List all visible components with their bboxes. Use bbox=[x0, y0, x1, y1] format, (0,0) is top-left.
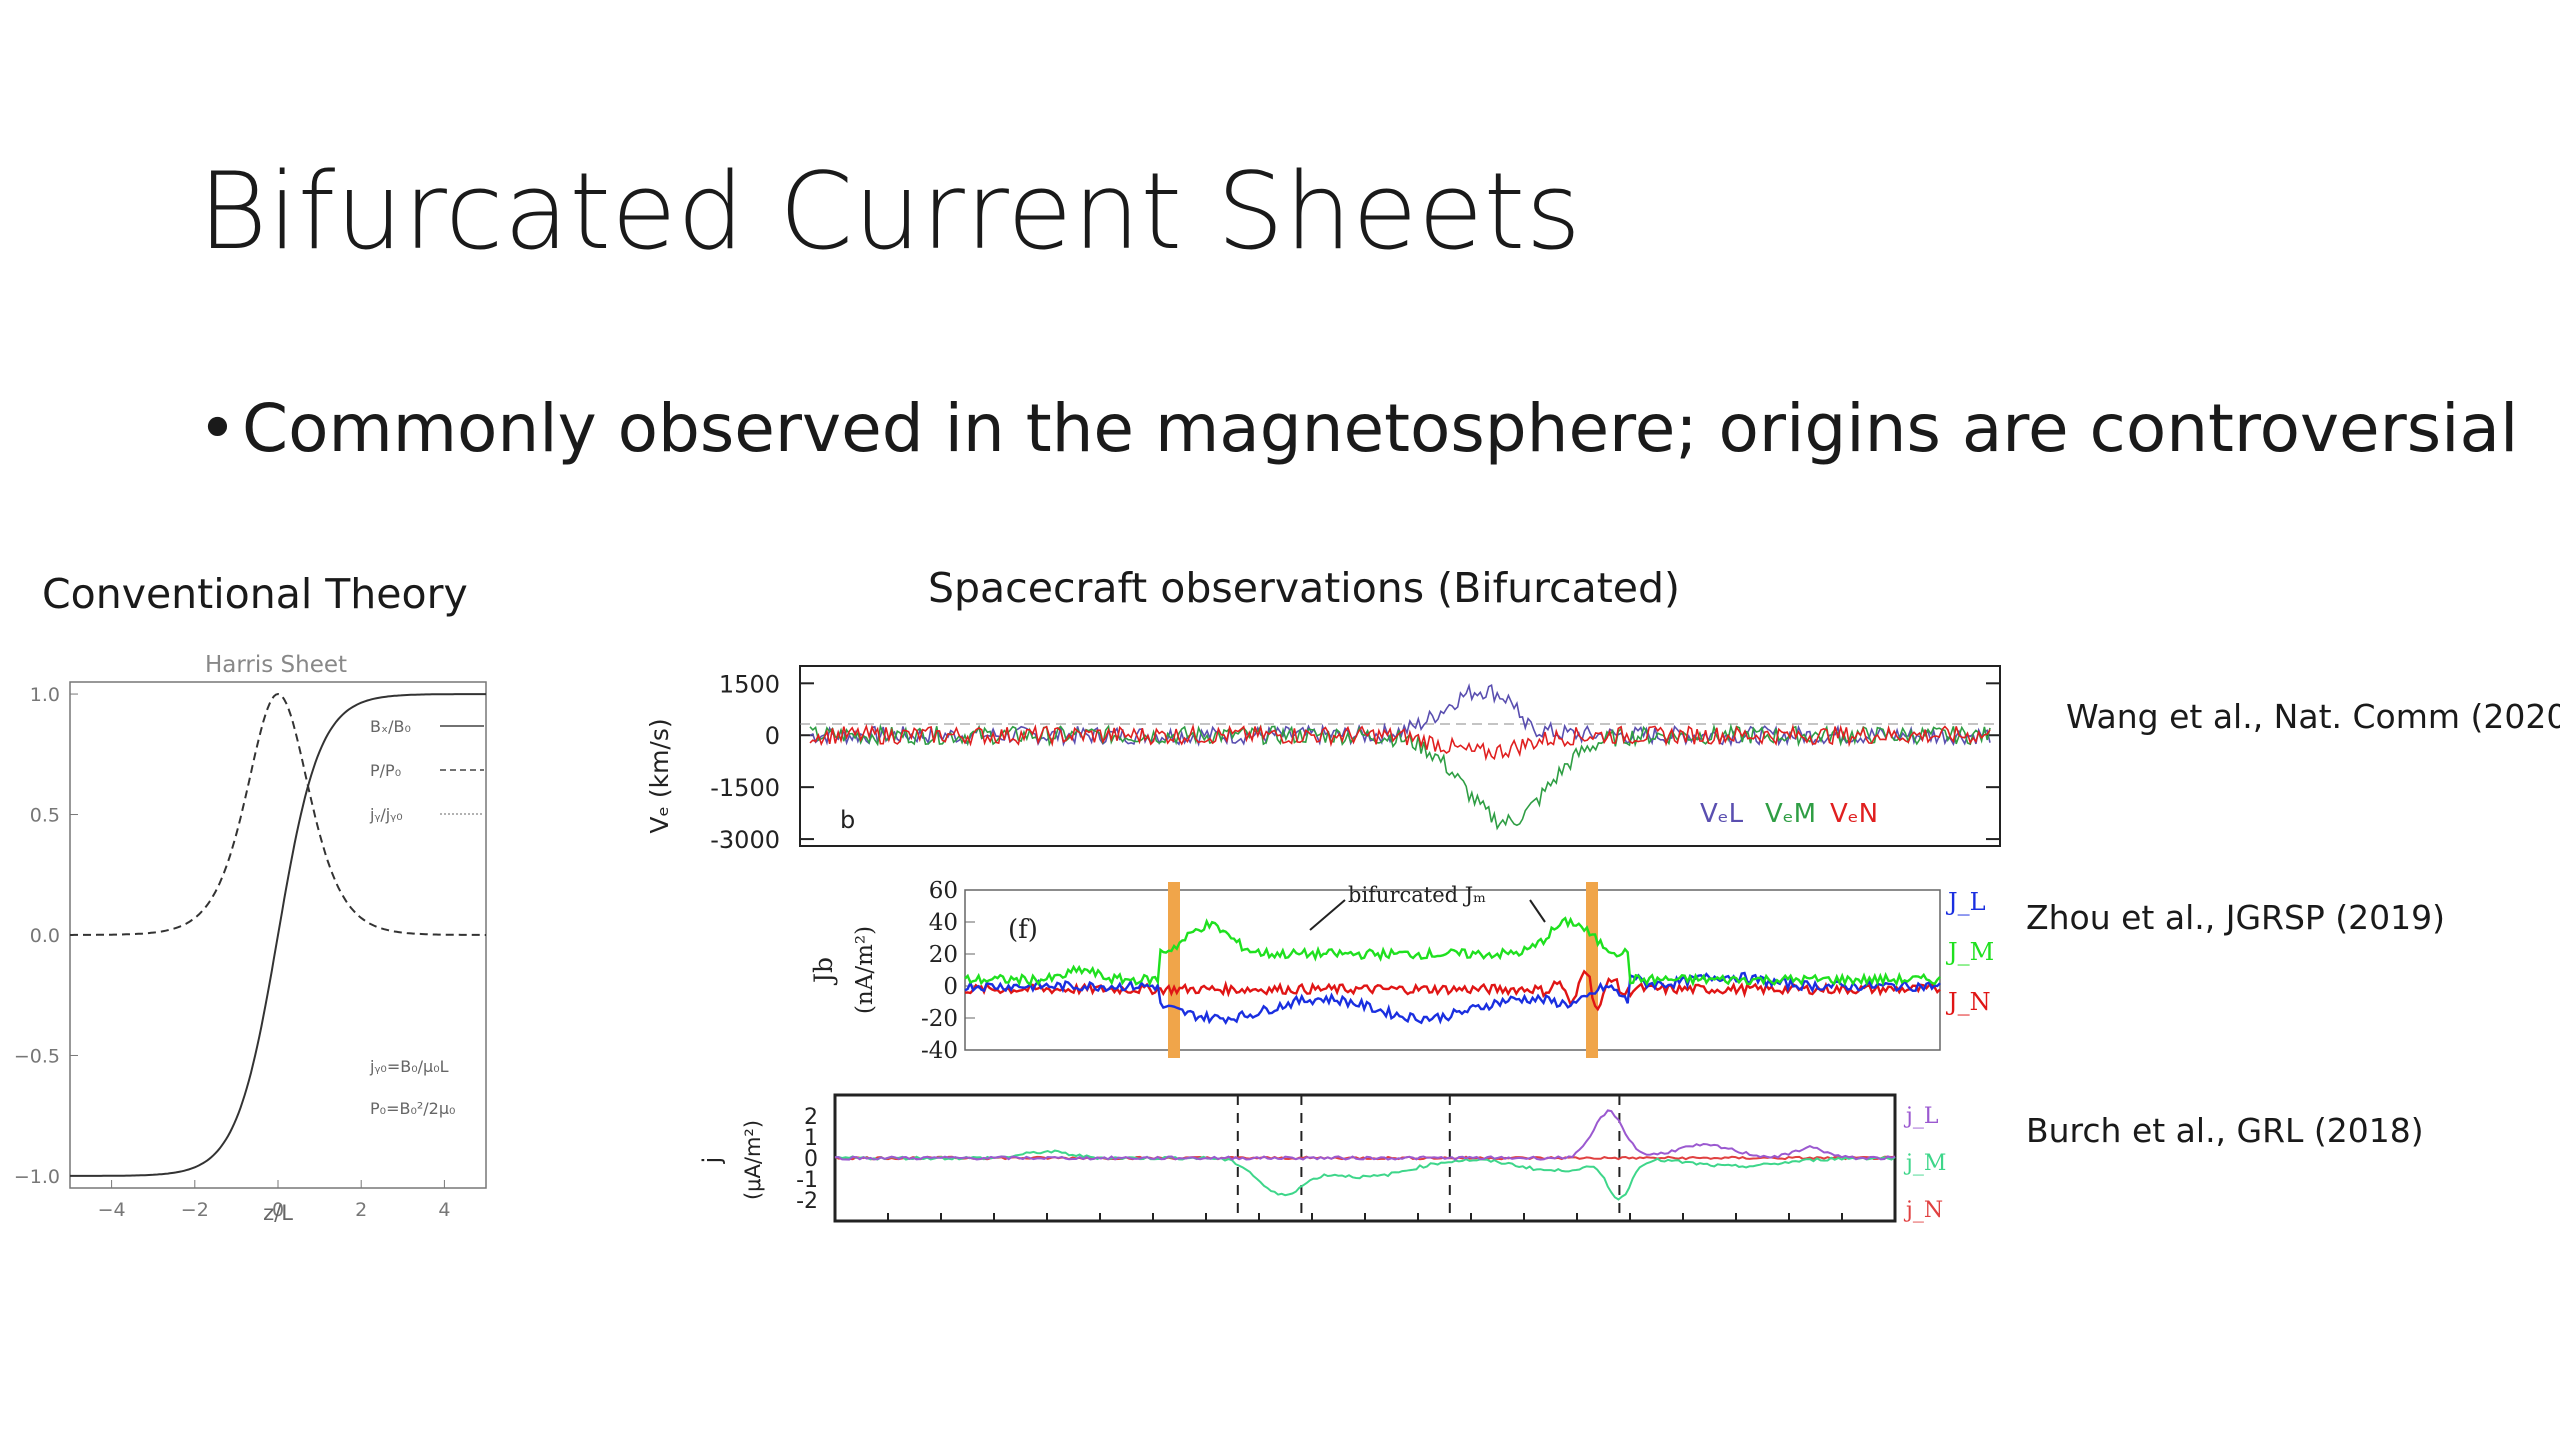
y-tick-label: 40 bbox=[929, 910, 958, 936]
series-line-pressure bbox=[70, 692, 486, 936]
x-tick-label: −4 bbox=[98, 1199, 126, 1221]
legend-jl: j_L bbox=[1903, 1104, 1939, 1129]
y-tick-label: 20 bbox=[929, 942, 958, 968]
annotation-arrow-left bbox=[1309, 899, 1346, 931]
current-density-chart-burch: 210-1-2 j (μA/m²) j_L j_M j_N bbox=[698, 1093, 1946, 1223]
x-tick-label: 2 bbox=[355, 1199, 367, 1221]
conventional-theory-label: Conventional Theory bbox=[42, 570, 468, 618]
legend-label-jy: jᵧ/jᵧ₀ bbox=[369, 805, 403, 824]
legend-jm: j_M bbox=[1903, 1151, 1946, 1176]
legend-jm: J_M bbox=[1945, 938, 1994, 966]
bullet-item: •Commonly observed in the magnetosphere;… bbox=[198, 390, 2518, 467]
plot-frame bbox=[964, 889, 1941, 1051]
series-line-jn bbox=[964, 969, 1941, 1012]
velocity-chart: 1500 0 -1500 -3000 b Vₑ (km/s) VₑL VₑM VₑN bbox=[645, 665, 2001, 854]
y-tick-label: 1500 bbox=[719, 670, 780, 698]
y-tick-label: 1.0 bbox=[30, 684, 60, 706]
y-tick-label: -20 bbox=[921, 1006, 958, 1032]
y-tick-label: -1 bbox=[796, 1168, 818, 1193]
bullet-text: Commonly observed in the magnetosphere; … bbox=[242, 390, 2519, 467]
x-axis-label: z/L bbox=[263, 1201, 293, 1225]
y-tick-label: 2 bbox=[804, 1105, 818, 1130]
series-line-jl bbox=[834, 1109, 1896, 1161]
citation-wang: Wang et al., Nat. Comm (2020) bbox=[2066, 697, 2560, 736]
spacecraft-observations-label: Spacecraft observations (Bifurcated) bbox=[928, 564, 1681, 612]
citation-zhou: Zhou et al., JGRSP (2019) bbox=[2026, 898, 2446, 937]
highlight-band-right bbox=[1586, 882, 1598, 1058]
slide-title: Bifurcated Current Sheets bbox=[198, 150, 1582, 273]
series-line-bx bbox=[70, 693, 486, 1177]
y-axis-unit: (μA/m²) bbox=[741, 1120, 765, 1200]
y-axis-unit: (nA/m²) bbox=[852, 926, 878, 1014]
plot-frame bbox=[799, 665, 2001, 847]
x-tick-label: −2 bbox=[181, 1199, 209, 1221]
bifurcated-annotation: bifurcated Jₘ bbox=[1348, 883, 1486, 907]
y-tick-label: 0.5 bbox=[30, 805, 60, 827]
current-density-chart-zhou: 60 40 20 0 -20 -40 (f) bifurcated Jₘ Jb (nA/m… bbox=[809, 878, 1994, 1064]
chart-title: Harris Sheet bbox=[205, 652, 347, 678]
series-line-jl bbox=[964, 971, 1941, 1025]
series-line-ven bbox=[809, 723, 1991, 762]
y-tick-label: -40 bbox=[921, 1038, 958, 1064]
legend-jl: J_L bbox=[1945, 888, 1986, 916]
panel-label: b bbox=[840, 806, 855, 834]
legend-label-bx: Bₓ/B₀ bbox=[370, 717, 411, 736]
legend-jn: J_N bbox=[1945, 988, 1991, 1016]
x-tick-label: 4 bbox=[438, 1199, 450, 1221]
y-tick-label: 60 bbox=[929, 878, 958, 904]
y-tick-label: 0.0 bbox=[30, 925, 60, 947]
y-tick-label: −0.5 bbox=[14, 1045, 60, 1067]
legend-vem: VₑM bbox=[1765, 799, 1816, 829]
x-tick-label: 0 bbox=[272, 1199, 284, 1221]
panel-label: (f) bbox=[1008, 915, 1038, 945]
citation-burch: Burch et al., GRL (2018) bbox=[2026, 1111, 2424, 1150]
legend-ven: VₑN bbox=[1830, 799, 1878, 829]
annotation-arrow-right bbox=[1529, 899, 1546, 923]
highlight-band-left bbox=[1168, 882, 1180, 1058]
y-tick-label: -3000 bbox=[710, 826, 780, 854]
legend-label-pressure: P/P₀ bbox=[370, 761, 401, 780]
y-tick-label: -1500 bbox=[710, 774, 780, 802]
y-axis-label: Vₑ (km/s) bbox=[645, 718, 674, 833]
y-tick-label: 0 bbox=[943, 974, 958, 1000]
legend-vel: VₑL bbox=[1700, 799, 1744, 829]
y-axis-label: Jb bbox=[809, 957, 838, 986]
bullet-dot-icon: • bbox=[198, 390, 237, 467]
y-tick-label: 1 bbox=[804, 1126, 818, 1151]
annotation-p0: P₀=B₀²/2μ₀ bbox=[370, 1099, 455, 1118]
legend-jn: j_N bbox=[1903, 1198, 1943, 1223]
harris-sheet-chart: Harris Sheet 1.0 0.5 0.0 −0.5 −1.0 −4 −2 0 2 4 B… bbox=[14, 652, 487, 1225]
y-tick-label: 0 bbox=[804, 1147, 818, 1172]
series-line-jm bbox=[964, 916, 1941, 987]
y-tick-label: -2 bbox=[796, 1189, 818, 1214]
y-tick-label: −1.0 bbox=[14, 1166, 60, 1188]
y-tick-label: 0 bbox=[765, 722, 780, 750]
y-axis-label: j bbox=[698, 1157, 726, 1165]
annotation-jy0: jᵧ₀=B₀/μ₀L bbox=[369, 1057, 449, 1076]
